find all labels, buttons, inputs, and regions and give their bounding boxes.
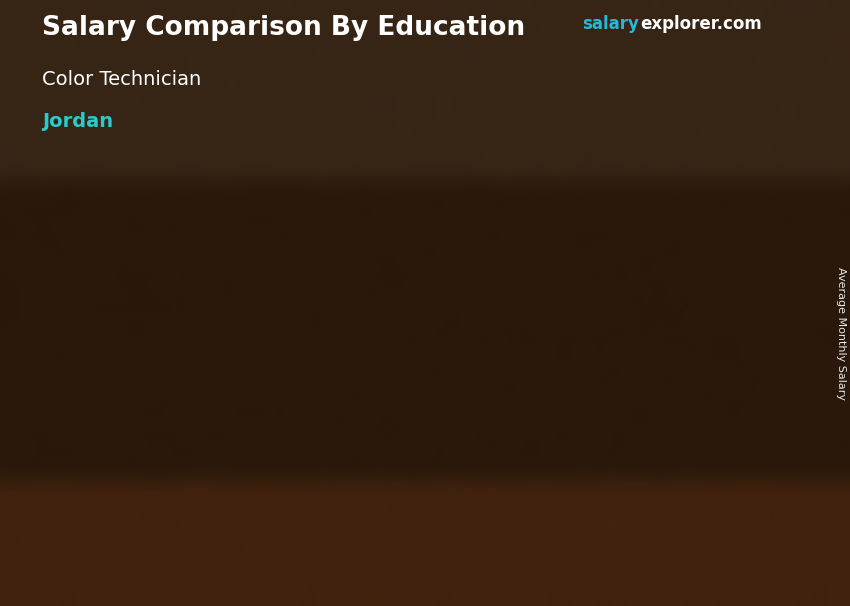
Polygon shape [620, 61, 663, 136]
Text: +59%: +59% [338, 229, 442, 260]
Bar [620, 86, 735, 111]
Polygon shape [176, 345, 338, 365]
Polygon shape [456, 247, 620, 266]
Text: 720 JOD: 720 JOD [95, 338, 168, 356]
Polygon shape [309, 345, 338, 533]
Text: explorer.com: explorer.com [640, 15, 762, 33]
Text: Color Technician: Color Technician [42, 70, 201, 88]
Text: Salary Comparison By Education: Salary Comparison By Education [42, 15, 525, 41]
Text: Average Monthly Salary: Average Monthly Salary [836, 267, 846, 400]
Text: salary: salary [582, 15, 639, 33]
Text: 1,140 JOD: 1,140 JOD [626, 222, 717, 240]
Polygon shape [176, 365, 309, 533]
Polygon shape [456, 266, 590, 533]
Text: Jordan: Jordan [42, 112, 114, 131]
Bar [620, 61, 735, 86]
Bar [620, 111, 735, 136]
Polygon shape [590, 247, 620, 533]
